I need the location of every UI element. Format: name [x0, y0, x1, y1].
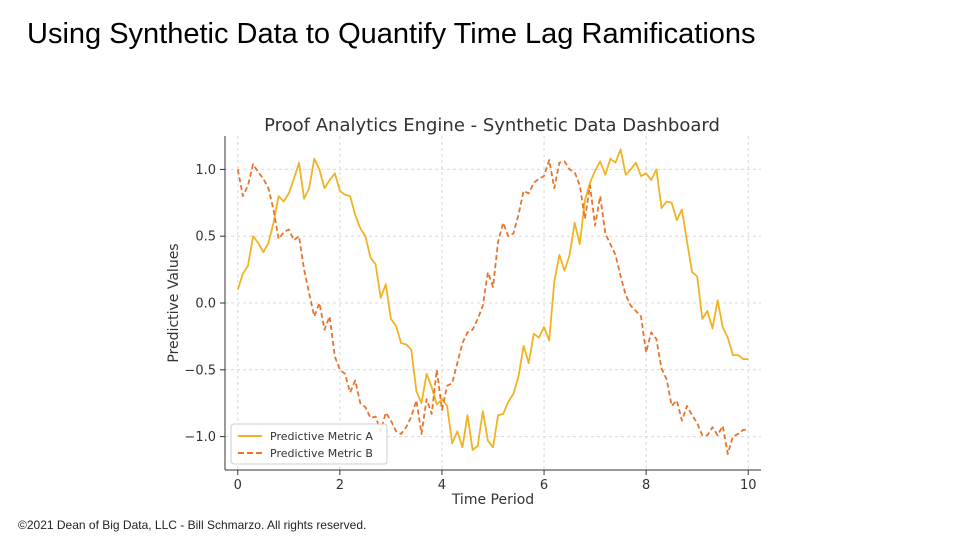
x-tick-label: 2 [336, 478, 344, 493]
grid [225, 136, 761, 470]
x-tick-label: 6 [540, 478, 548, 493]
legend-box [230, 423, 388, 465]
tick-layer: 0 2 4 6 8 10 1.0 0.5 0.0 −0.5 −1.0 [184, 163, 756, 493]
series-line-metric-b [236, 159, 749, 455]
x-tick-label: 8 [642, 478, 650, 493]
y-axis-label: Predictive Values [166, 243, 182, 362]
legend: Predictive Metric A Predictive Metric B [230, 423, 388, 465]
x-axis-label: Time Period [451, 492, 534, 508]
x-tick-label: 4 [438, 478, 446, 493]
x-tick-label: 0 [234, 478, 242, 493]
y-tick-label: 0.5 [195, 230, 216, 245]
y-tick-label: −1.0 [184, 430, 216, 445]
slide-title: Using Synthetic Data to Quantify Time La… [27, 18, 756, 50]
chart-title: Proof Analytics Engine - Synthetic Data … [264, 115, 720, 136]
copyright-footer: ©2021 Dean of Big Data, LLC - Bill Schma… [18, 518, 367, 532]
x-tick-label: 10 [740, 478, 757, 493]
series-layer [236, 148, 749, 455]
y-tick-label: 0.0 [195, 297, 216, 312]
legend-label-metric-a: Predictive Metric A [270, 430, 373, 443]
legend-label-metric-b: Predictive Metric B [270, 447, 373, 460]
y-tick-label: 1.0 [195, 163, 216, 178]
y-tick-label: −0.5 [184, 363, 216, 378]
series-line-metric-a [236, 148, 749, 451]
